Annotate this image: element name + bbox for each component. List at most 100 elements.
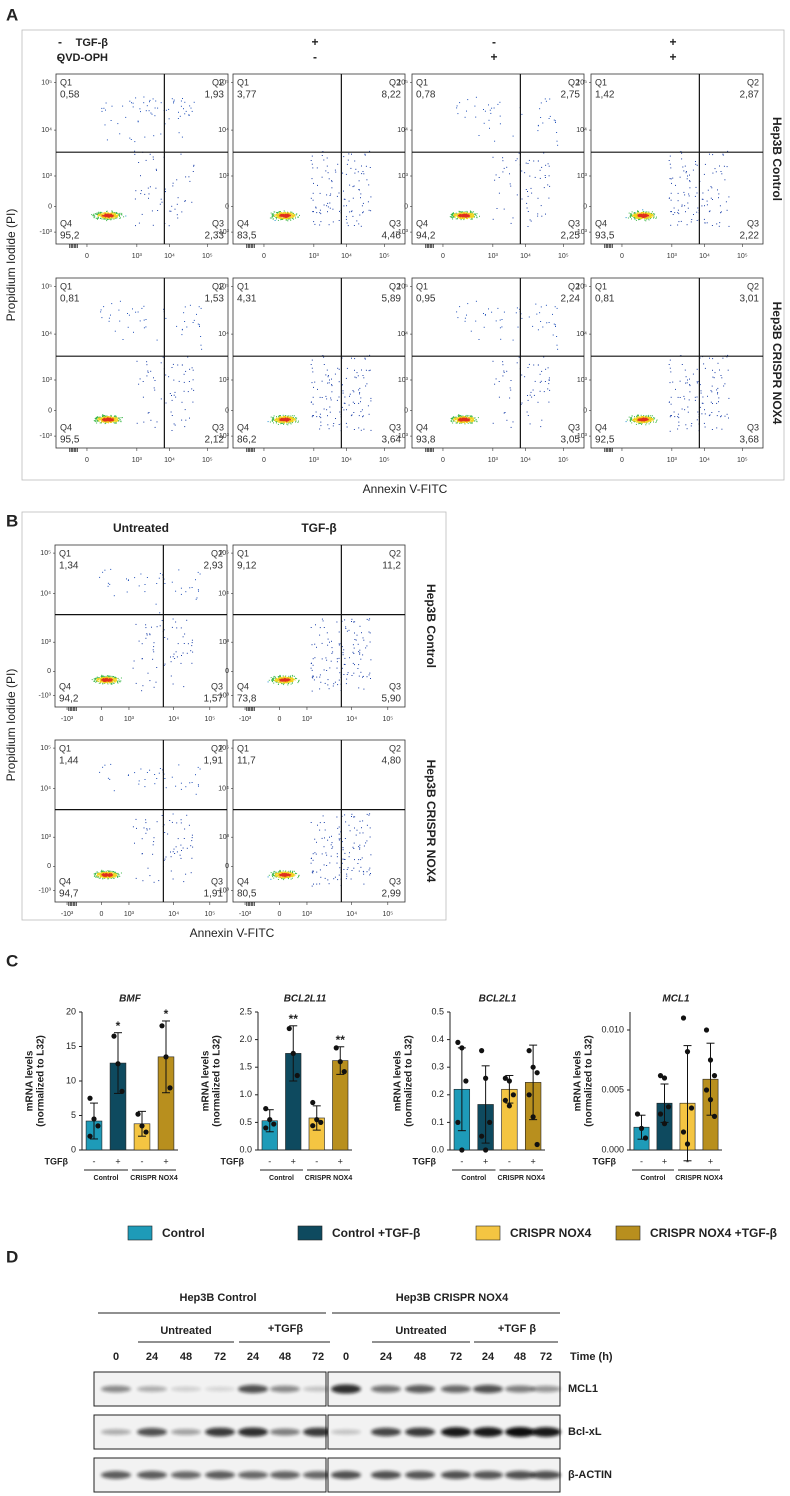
event-dot [465,416,466,417]
y-tick-label: 10⁵ [218,79,229,86]
event-dot [153,646,154,647]
event-dot [105,214,106,215]
event-dot [314,382,315,383]
event-dot [513,136,514,137]
plot-frame [412,278,584,448]
event-dot [363,211,364,212]
event-dot [688,208,689,209]
event-dot [191,645,192,646]
event-dot [112,212,113,213]
event-dot [290,213,291,214]
event-dot [457,218,458,219]
event-dot [646,418,647,419]
event-dot [150,186,151,187]
event-dot [548,198,549,199]
event-dot [496,320,497,321]
event-dot [145,326,146,327]
event-dot [465,318,466,319]
event-dot [509,173,510,174]
event-dot [141,308,142,309]
event-dot [652,216,653,217]
event-dot [717,388,718,389]
treatment-sign: + [490,50,497,64]
event-dot [345,403,346,404]
event-dot [540,178,541,179]
event-dot [117,420,118,421]
event-dot [198,324,199,325]
event-dot [331,180,332,181]
event-dot [153,157,154,158]
event-dot [170,393,171,394]
event-dot [142,643,143,644]
event-dot [709,154,710,155]
event-dot [678,422,679,423]
event-dot [112,106,113,107]
event-dot [171,395,172,396]
event-dot [166,110,167,111]
event-dot [626,421,627,422]
event-dot [637,416,638,417]
event-dot [104,570,105,571]
event-dot [670,225,671,226]
event-dot [638,422,639,423]
x-tick-label: 10⁵ [379,457,390,464]
event-dot [484,123,485,124]
event-dot [504,312,505,313]
event-dot [678,221,679,222]
event-dot [347,164,348,165]
event-dot [489,120,490,121]
event-dot [465,420,466,421]
x-tick-label: 0 [441,457,445,464]
event-dot [538,198,539,199]
event-dot [161,398,162,399]
event-dot [184,321,185,322]
event-dot [510,186,511,187]
event-dot [678,397,679,398]
event-dot [671,178,672,179]
event-dot [468,420,469,421]
event-dot [499,397,500,398]
quadrant-value: 3,68 [740,435,760,446]
event-dot [324,205,325,206]
quadrant-value: 5,89 [382,294,402,305]
event-dot [707,204,708,205]
event-dot [277,215,278,216]
event-dot [112,680,113,681]
event-dot [285,415,286,416]
event-dot [678,210,679,211]
event-dot [284,213,285,214]
event-dot [286,220,287,221]
event-dot [549,390,550,391]
event-dot [326,398,327,399]
event-dot [488,104,489,105]
event-dot [689,391,690,392]
event-dot [100,215,101,216]
event-dot [510,387,511,388]
event-dot [159,612,160,613]
event-dot [718,411,719,412]
event-dot [135,312,136,313]
event-dot [189,105,190,106]
event-dot [677,212,678,213]
event-dot [712,154,713,155]
event-dot [292,212,293,213]
event-dot [98,216,99,217]
event-dot [502,171,503,172]
event-dot [632,216,633,217]
event-dot [165,191,166,192]
treatment-label: TGF-β [76,37,109,49]
treatment-sign: + [669,50,676,64]
event-dot [110,219,111,220]
event-dot [157,626,158,627]
event-dot [282,214,283,215]
event-dot [539,312,540,313]
event-dot [107,219,108,220]
event-dot [363,173,364,174]
event-dot [654,214,655,215]
event-dot [645,417,646,418]
event-dot [115,423,116,424]
quadrant-name: Q3 [568,422,580,432]
event-dot [287,424,288,425]
quadrant-name: Q3 [568,218,580,228]
